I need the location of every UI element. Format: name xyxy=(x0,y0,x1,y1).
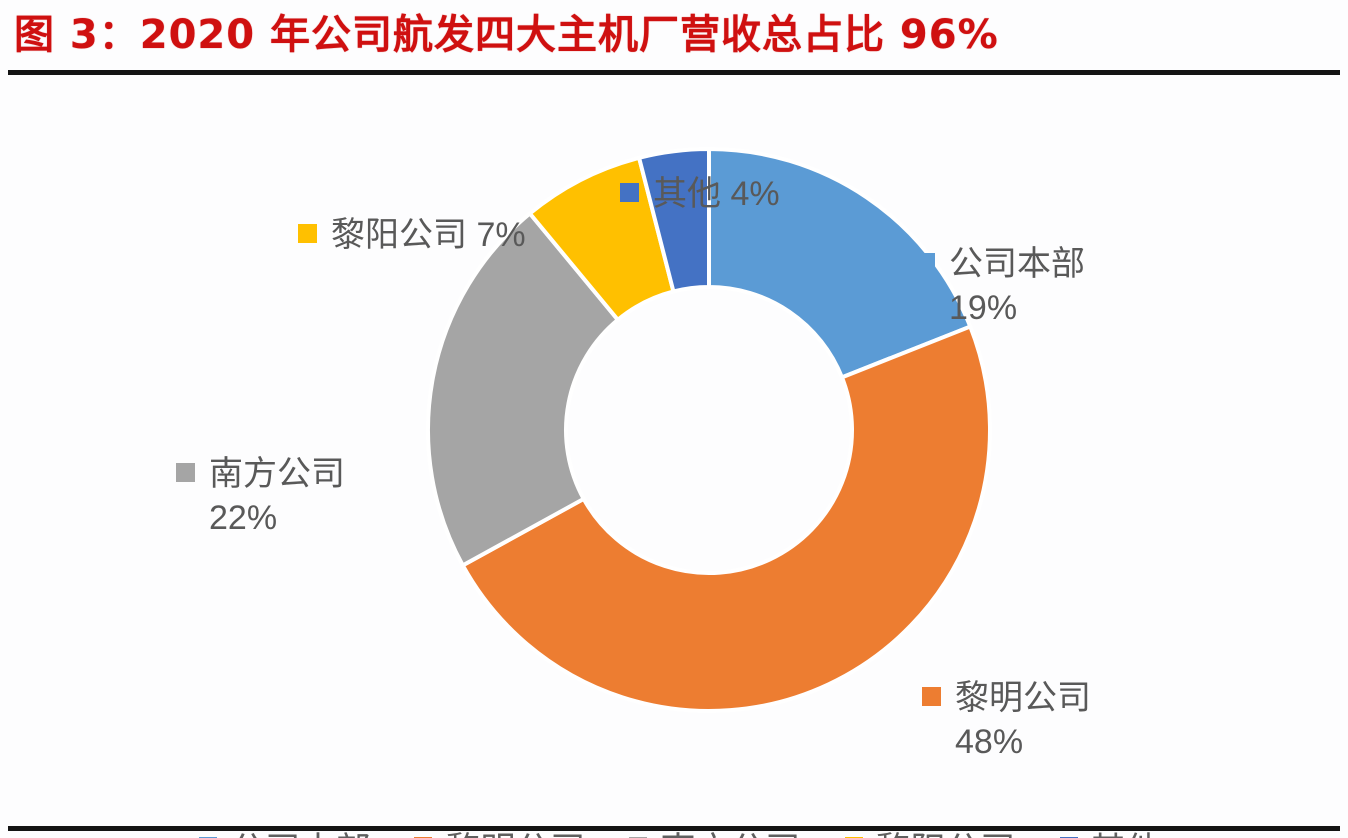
callout-headquarters-label: 公司本部 xyxy=(949,245,1085,283)
callout-liming-label: 黎明公司 xyxy=(955,679,1091,717)
figure-header: 图 3：2020 年公司航发四大主机厂营收总占比 96% xyxy=(0,0,1348,76)
page-title: 图 3：2020 年公司航发四大主机厂营收总占比 96% xyxy=(14,12,999,58)
donut-slice-group xyxy=(426,146,992,713)
donut-chart-svg xyxy=(426,146,992,713)
legend-item-label: 黎阳公司 xyxy=(876,829,1016,838)
header-divider xyxy=(8,70,1340,75)
legend-item-label: 南方公司 xyxy=(660,829,800,838)
callout-liming-value: 48% xyxy=(955,723,1024,761)
swatch-liyang-icon xyxy=(298,224,317,243)
legend-item-label: 其他 xyxy=(1091,829,1161,838)
callout-headquarters-value: 19% xyxy=(949,289,1018,327)
callout-other-label: 其他 4% xyxy=(653,175,780,213)
callout-nanfang-value: 22% xyxy=(209,499,278,537)
legend-item-label: 公司本部 xyxy=(230,829,370,838)
callout-other: 其他 4% xyxy=(620,172,780,216)
donut-slice-其他[interactable] xyxy=(636,146,711,294)
swatch-headquarters-icon xyxy=(916,253,935,272)
callout-headquarters: 公司本部 19% xyxy=(916,242,1085,330)
donut-chart: 其他 4% 公司本部 19% 黎明公司 48% 南方公司 22% 黎阳公司 7%… xyxy=(0,76,1348,838)
callout-liyang-label: 黎阳公司 7% xyxy=(331,216,526,254)
callout-liyang: 黎阳公司 7% xyxy=(298,213,526,257)
swatch-liming-icon xyxy=(922,687,941,706)
callout-nanfang: 南方公司 22% xyxy=(176,452,345,540)
footer-divider xyxy=(8,826,1340,831)
donut-slice-黎明公司[interactable] xyxy=(460,323,992,713)
swatch-nanfang-icon xyxy=(176,463,195,482)
callout-nanfang-label: 南方公司 xyxy=(209,455,345,493)
donut-slice-公司本部[interactable] xyxy=(707,146,973,380)
callout-liming: 黎明公司 48% xyxy=(922,676,1091,764)
legend-item-label: 黎明公司 xyxy=(445,829,585,838)
swatch-other-icon xyxy=(620,183,639,202)
donut-slice-南方公司[interactable] xyxy=(426,210,621,569)
